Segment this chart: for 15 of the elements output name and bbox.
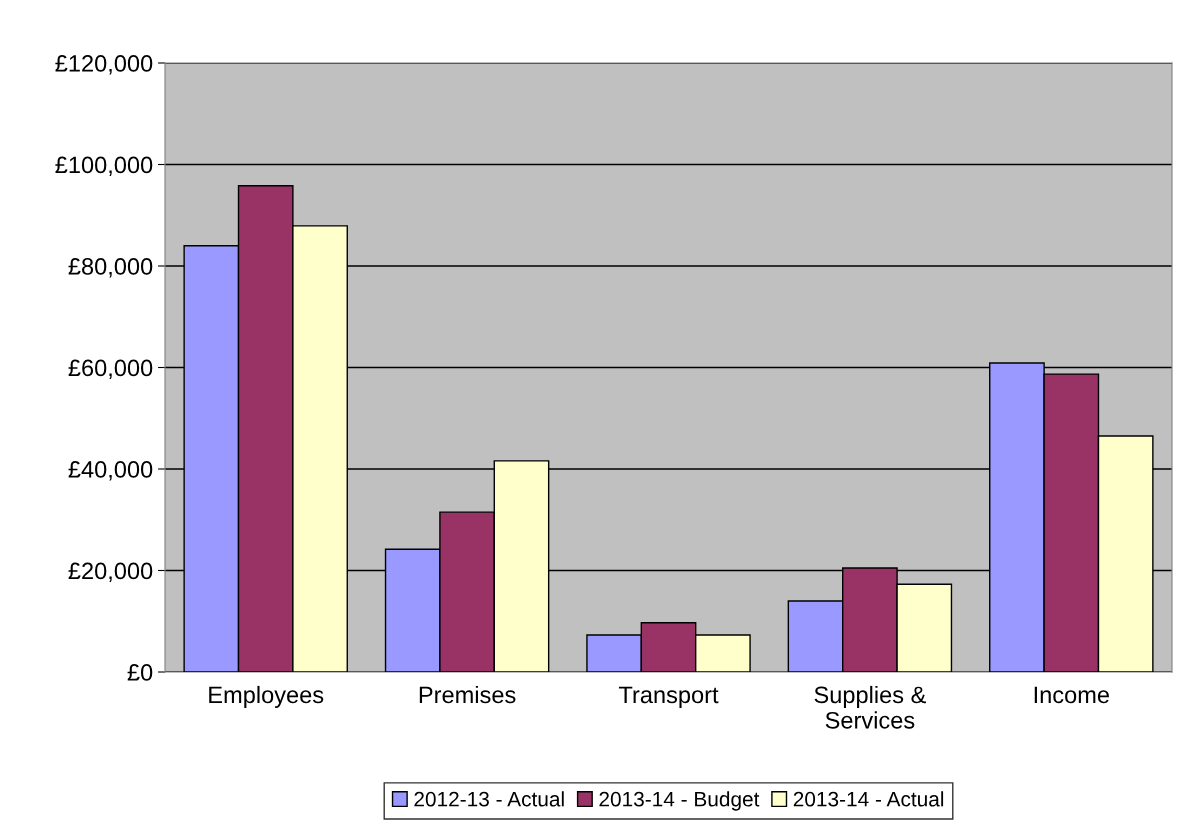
x-tick-label: Employees <box>209 685 324 708</box>
y-tick-label: £80,000 <box>68 258 153 278</box>
y-tick-label: £20,000 <box>68 562 153 583</box>
y-tick-label: £0 <box>127 664 153 681</box>
y-tick-label: £120,000 <box>55 55 153 75</box>
x-tick-label: Supplies & Services <box>814 685 926 729</box>
legend-label: 2013-14 - Actual <box>793 791 944 807</box>
legend-label: 2013-14 - Budget <box>599 791 760 811</box>
y-tick-label: £60,000 <box>68 359 153 380</box>
x-tick-label: Premises <box>419 685 516 704</box>
legend-label: 2012-13 - Actual <box>414 791 564 807</box>
x-tick-label: Transport <box>618 686 719 708</box>
y-tick-label: £40,000 <box>68 461 153 481</box>
y-tick-label: £100,000 <box>55 156 153 177</box>
x-tick-label: Income <box>1034 686 1109 704</box>
